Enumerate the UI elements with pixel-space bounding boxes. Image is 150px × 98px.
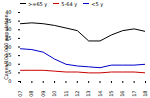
svg-text:5: 5 xyxy=(8,69,12,76)
html-text:5-64 y: 5-64 y xyxy=(61,0,78,7)
svg-text:2008: 2008 xyxy=(28,91,34,98)
svg-text:2009: 2009 xyxy=(40,91,46,98)
svg-text:2015: 2015 xyxy=(108,91,114,98)
svg-text:2013: 2013 xyxy=(85,91,91,98)
svg-text:2012: 2012 xyxy=(74,91,80,98)
html-text:<5 y: <5 y xyxy=(91,0,104,7)
svg-text:40: 40 xyxy=(5,9,11,15)
svg-text:2017: 2017 xyxy=(131,91,137,98)
svg-text:2007: 2007 xyxy=(17,91,23,98)
svg-text:2011: 2011 xyxy=(63,91,69,98)
svg-text:Cases/100,000 population: Cases/100,000 population xyxy=(3,14,10,79)
svg-text:0: 0 xyxy=(8,78,12,85)
svg-text:2016: 2016 xyxy=(119,91,125,98)
svg-text:2010: 2010 xyxy=(51,91,57,98)
svg-text:2018: 2018 xyxy=(142,91,148,98)
svg-text:2014: 2014 xyxy=(97,91,103,98)
html-text:>=65 y: >=65 y xyxy=(28,0,48,7)
